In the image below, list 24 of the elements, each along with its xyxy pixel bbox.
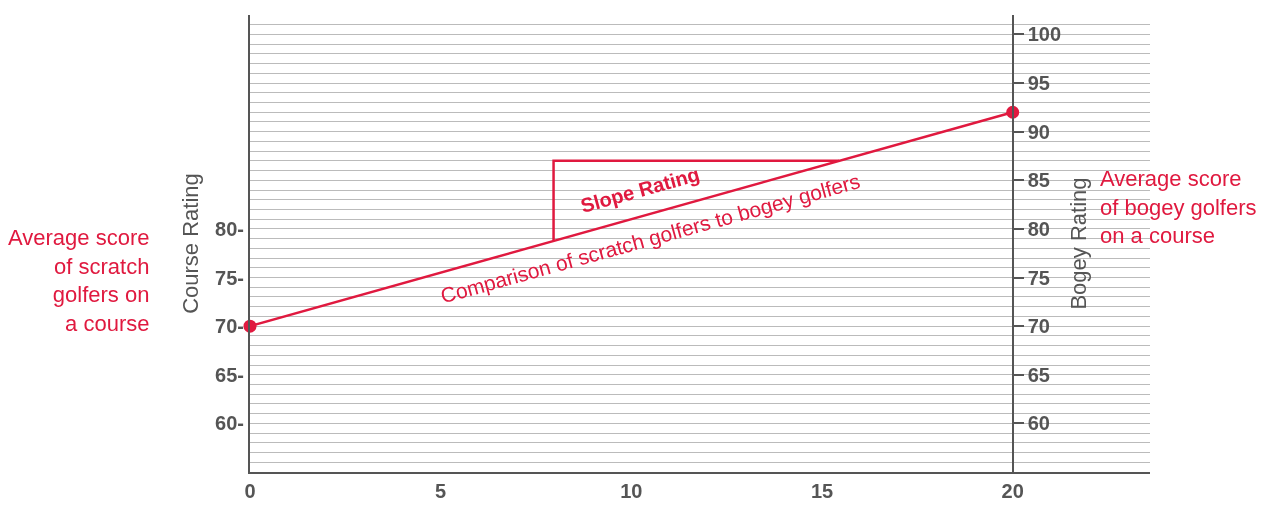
y-tick-label: 80- [215,217,244,240]
y-tick-label: 75- [215,266,244,289]
y2-tick-label: 60 [1027,412,1050,435]
x-tick-label: 10 [620,480,643,502]
y-axis-title: Course Rating [178,173,204,314]
y2-tick-label: 80 [1027,217,1050,240]
y2-tick-label: 75 [1027,266,1050,289]
y-tick-label: 60- [215,412,244,435]
annotation: Average score of bogey golfers on a course [1100,166,1257,249]
y2-tick-label: 70 [1027,315,1050,338]
x-tick-label: 15 [810,480,834,502]
y2-axis-title: Bogey Rating [1066,177,1092,310]
y2-tick-label: 85 [1027,169,1050,192]
x-tick-label: 0 [244,480,256,502]
annotation: Slope Rating [578,162,702,217]
x-tick-label: 5 [435,480,447,502]
y2-tick-label: 65 [1027,363,1050,386]
y-tick-label: 70- [215,315,244,338]
y2-tick-label: 95 [1027,72,1050,95]
y-tick-label: 65- [215,363,244,386]
text: Average score of scratch golfers on a course [8,225,150,336]
y2-tick-label: 90 [1027,120,1050,143]
y2-tick-label: 100 [1027,23,1062,46]
x-tick-label: 20 [1001,480,1024,502]
